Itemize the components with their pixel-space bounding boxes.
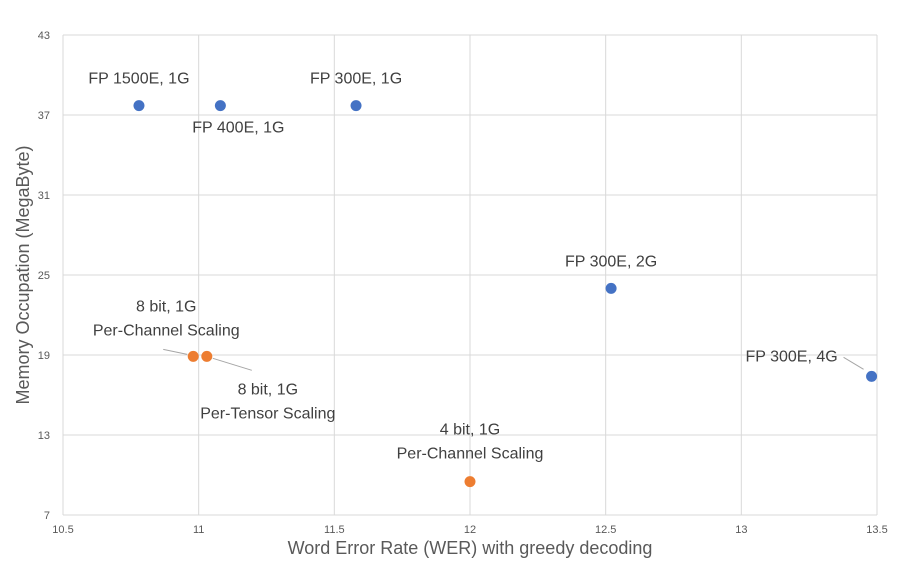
label-leader-line bbox=[212, 357, 252, 371]
x-tick-label: 13 bbox=[735, 524, 747, 536]
data-label: 4 bit, 1G bbox=[440, 422, 500, 439]
data-label: FP 400E, 1G bbox=[192, 120, 284, 137]
data-point bbox=[464, 476, 476, 488]
x-tick-label: 11 bbox=[193, 524, 204, 536]
y-tick-label: 43 bbox=[38, 30, 50, 42]
data-point bbox=[866, 370, 878, 382]
label-leader-line bbox=[163, 348, 188, 355]
y-tick-label: 25 bbox=[38, 270, 50, 282]
data-point bbox=[605, 282, 617, 294]
data-label: FP 300E, 2G bbox=[565, 253, 657, 270]
data-point bbox=[201, 350, 213, 362]
data-label: FP 1500E, 1G bbox=[88, 71, 189, 88]
data-label: 8 bit, 1G bbox=[238, 381, 298, 398]
x-tick-label: 13.5 bbox=[866, 524, 887, 536]
data-point bbox=[214, 100, 226, 112]
x-tick-label: 11.5 bbox=[324, 524, 345, 536]
y-axis-title: Memory Occupation (MegaByte) bbox=[13, 145, 33, 404]
x-axis-title: Word Error Rate (WER) with greedy decodi… bbox=[288, 538, 653, 558]
data-point bbox=[133, 100, 145, 112]
y-tick-label: 37 bbox=[38, 110, 50, 122]
y-tick-label: 13 bbox=[38, 430, 50, 442]
data-label: Per-Channel Scaling bbox=[93, 322, 240, 339]
y-tick-label: 31 bbox=[38, 190, 50, 202]
y-tick-label: 19 bbox=[38, 350, 50, 362]
x-tick-label: 10.5 bbox=[52, 524, 73, 536]
data-label: FP 300E, 1G bbox=[310, 71, 402, 88]
data-label: 8 bit, 1G bbox=[136, 298, 196, 315]
data-point bbox=[187, 350, 199, 362]
x-tick-label: 12.5 bbox=[595, 524, 616, 536]
data-label: Per-Channel Scaling bbox=[397, 446, 544, 463]
data-label: Per-Tensor Scaling bbox=[200, 405, 335, 422]
y-tick-label: 7 bbox=[44, 510, 50, 522]
data-point bbox=[350, 100, 362, 112]
label-leader-line bbox=[843, 356, 864, 370]
x-tick-label: 12 bbox=[464, 524, 476, 536]
data-label: FP 300E, 4G bbox=[745, 348, 837, 365]
